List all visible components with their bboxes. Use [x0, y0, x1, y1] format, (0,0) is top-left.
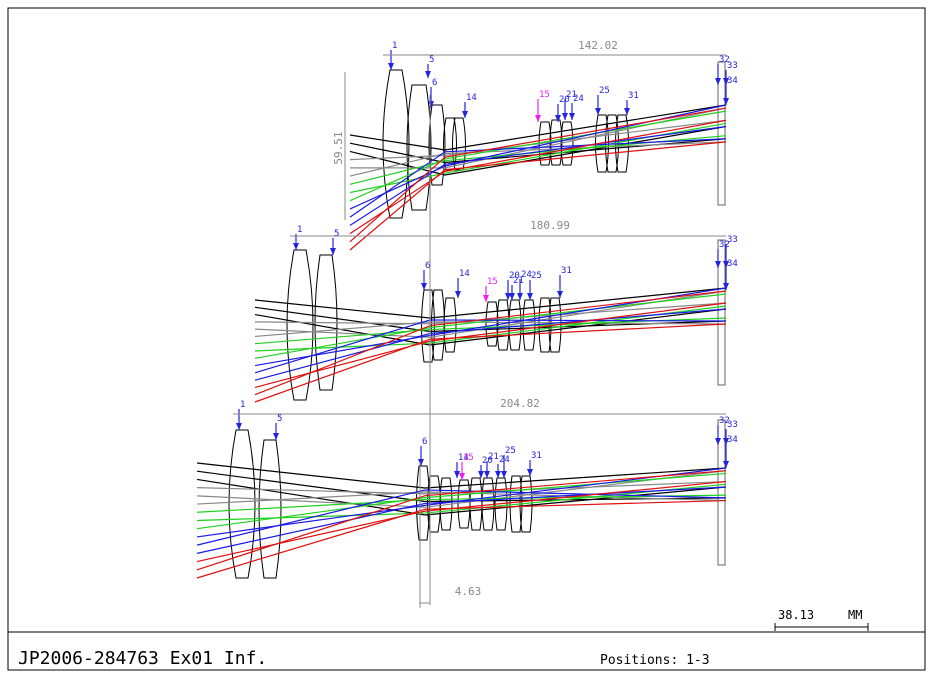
surface-arrowhead — [273, 433, 279, 440]
surface-arrowhead — [723, 461, 729, 468]
ray — [350, 142, 726, 250]
ray — [197, 492, 726, 504]
surface-arrowhead — [484, 471, 490, 478]
surface-arrowhead — [715, 261, 721, 268]
ray — [255, 291, 726, 395]
lens-layout: JP2006-284763 Ex01 Inf. Positions: 1-3 1… — [0, 0, 933, 678]
surface-arrowhead — [454, 471, 460, 478]
surface-arrowhead — [562, 113, 568, 120]
surface-arrowhead — [535, 115, 541, 122]
lens — [470, 478, 482, 530]
surface-label: 6 — [432, 78, 437, 88]
length-label: 204.82 — [500, 397, 540, 410]
scale-unit: MM — [848, 608, 862, 622]
height-label: 59.51 — [332, 131, 345, 164]
surface-arrowhead — [624, 108, 630, 115]
surface-arrowhead — [557, 291, 563, 298]
surface-label: 24 — [573, 94, 584, 104]
image-plane — [718, 62, 725, 205]
surface-label: 15 — [463, 453, 474, 463]
footer-title: JP2006-284763 Ex01 Inf. — [18, 648, 267, 669]
surface-arrowhead — [715, 438, 721, 445]
surface-label: 5 — [277, 414, 282, 424]
surface-label: 14 — [459, 269, 470, 279]
surface-label: 25 — [505, 446, 516, 456]
ray — [255, 288, 726, 318]
ray — [350, 139, 726, 217]
surface-label: 33 — [727, 235, 738, 245]
surface-label: 1 — [297, 225, 302, 235]
length-label: 142.02 — [578, 39, 618, 52]
surface-label: 34 — [727, 435, 738, 445]
length-label: 180.99 — [530, 219, 570, 232]
surface-arrowhead — [501, 471, 507, 478]
surface-label: 31 — [628, 91, 639, 101]
surface-label: 25 — [531, 271, 542, 281]
surface-arrowhead — [418, 459, 424, 466]
surface-label: 33 — [727, 61, 738, 71]
ray — [350, 120, 726, 159]
surface-label: 6 — [422, 437, 427, 447]
ray — [350, 120, 726, 233]
lens — [458, 480, 470, 528]
surface-label: 5 — [334, 229, 339, 239]
surface-label: 34 — [727, 259, 738, 269]
surface-arrowhead — [388, 63, 394, 70]
scale-value: 38.13 — [778, 608, 814, 622]
surface-label: 14 — [466, 93, 477, 103]
surface-label: 34 — [727, 76, 738, 86]
surface-arrowhead — [509, 293, 515, 300]
surface-arrowhead — [527, 469, 533, 476]
surface-arrowhead — [527, 293, 533, 300]
lens — [229, 430, 255, 578]
surface-arrowhead — [595, 108, 601, 115]
surface-arrowhead — [455, 291, 461, 298]
surface-arrowhead — [459, 473, 465, 480]
surface-arrowhead — [723, 283, 729, 290]
surface-arrowhead — [421, 283, 427, 290]
surface-arrowhead — [236, 423, 242, 430]
surface-arrowhead — [517, 293, 523, 300]
surface-label: 21 — [488, 452, 499, 462]
surface-label: 33 — [727, 420, 738, 430]
surface-label: 5 — [429, 55, 434, 65]
ray — [197, 482, 726, 562]
surface-label: 15 — [487, 277, 498, 287]
shift-label: 4.63 — [455, 585, 482, 598]
surface-arrowhead — [478, 471, 484, 478]
surface-label: 25 — [599, 86, 610, 96]
surface-label: 15 — [539, 90, 550, 100]
surface-label: 1 — [240, 400, 245, 410]
surface-arrowhead — [483, 295, 489, 302]
surface-arrowhead — [330, 248, 336, 255]
surface-label: 31 — [561, 266, 572, 276]
footer-positions: Positions: 1-3 — [600, 653, 710, 668]
surface-label: 1 — [392, 41, 397, 51]
surface-arrowhead — [293, 243, 299, 250]
ray — [255, 303, 726, 387]
surface-arrowhead — [462, 111, 468, 118]
surface-label: 31 — [531, 451, 542, 461]
rays — [197, 105, 726, 578]
surface-arrowhead — [495, 471, 501, 478]
lens — [486, 302, 498, 346]
surface-arrowhead — [569, 113, 575, 120]
surface-arrowhead — [715, 78, 721, 85]
surface-arrowhead — [425, 71, 431, 78]
surface-arrowhead — [723, 98, 729, 105]
